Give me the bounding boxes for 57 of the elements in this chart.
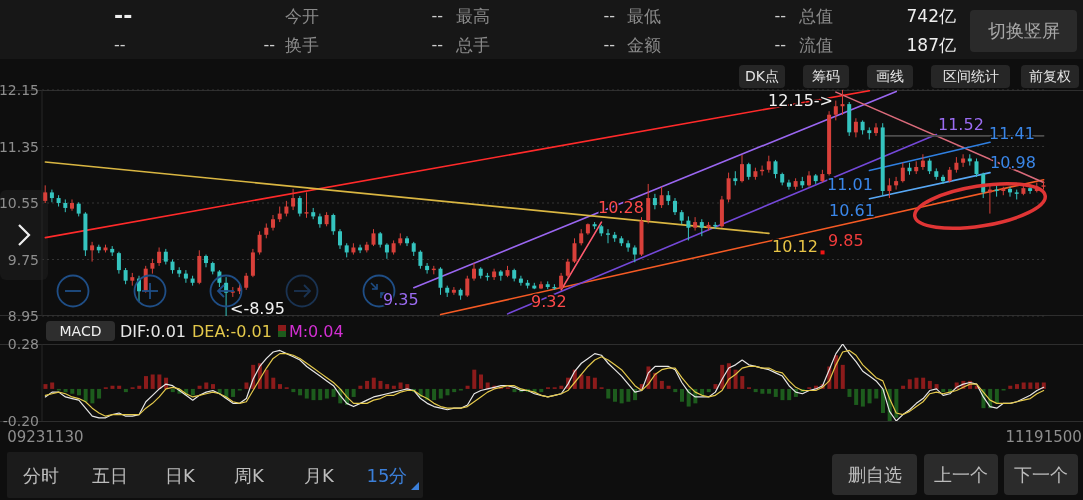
text: 删自选 [847, 462, 902, 487]
text: 日K [165, 465, 195, 486]
y-tick-label: 0.28 [7, 336, 39, 352]
y-tick-label: 8.95 [7, 308, 39, 324]
text: -- [114, 3, 133, 28]
text: 上一个 [934, 462, 988, 487]
x-tick-label: 09231130 [7, 428, 84, 446]
text: 切换竖屏 [987, 19, 1060, 43]
text: 总值 [799, 5, 833, 26]
text: 15分 [366, 465, 408, 486]
annotation: <-8.95 [230, 298, 285, 318]
annotation: 10.98 [990, 152, 1036, 172]
text: 总手 [456, 34, 490, 55]
annotation: 9.32 [531, 292, 567, 312]
text: 最低 [627, 5, 661, 26]
text: 流值 [799, 34, 833, 55]
y-tick-label: 9.75 [7, 251, 39, 268]
text: 画线 [876, 67, 904, 86]
annotation: 9.35 [383, 289, 419, 309]
text: 周K [234, 465, 264, 486]
y-tick-label: 10.55 [0, 195, 39, 211]
text: 换手 [285, 34, 319, 55]
y-tick-label: 12.15 [0, 82, 39, 98]
text: 筹码 [812, 67, 840, 86]
chart-title: MACD [59, 323, 102, 339]
annotation: 11.52 [938, 114, 984, 134]
text: 前复权 [1029, 67, 1071, 86]
text: -- [431, 35, 443, 54]
text: -- [263, 35, 275, 54]
annotation: 10.12 [772, 236, 818, 256]
y-tick-label: -0.20 [2, 413, 39, 429]
text: 今开 [285, 5, 319, 26]
text: 742亿 [906, 5, 956, 26]
annotation: 11.41 [989, 123, 1035, 143]
y-tick-label: 11.35 [0, 138, 39, 155]
text: 五日 [92, 465, 128, 486]
text: 区间统计 [942, 67, 999, 86]
text: -- [774, 35, 786, 54]
text: 187亿 [906, 34, 956, 55]
text: -- [603, 35, 615, 54]
annotation: 10.61 [829, 200, 875, 220]
text: DIF:0.01 [120, 321, 187, 341]
text: -- [431, 6, 443, 25]
text: -- [603, 6, 615, 25]
text: 最高 [456, 5, 490, 26]
text: DK点 [745, 67, 779, 86]
legend-label: M:0.04 [288, 321, 344, 341]
x-tick-label: 11191500 [1005, 428, 1082, 446]
annotation: 11.01 [827, 175, 873, 195]
text: 分时 [23, 465, 59, 486]
annotation: 9.85 [828, 230, 864, 250]
text: -- [774, 6, 786, 25]
series-label: DEA:-0.01 [192, 321, 272, 341]
text: 下一个 [1014, 462, 1068, 487]
text: 月K [304, 465, 334, 486]
text: -- [114, 35, 126, 54]
text: 金额 [627, 34, 661, 55]
